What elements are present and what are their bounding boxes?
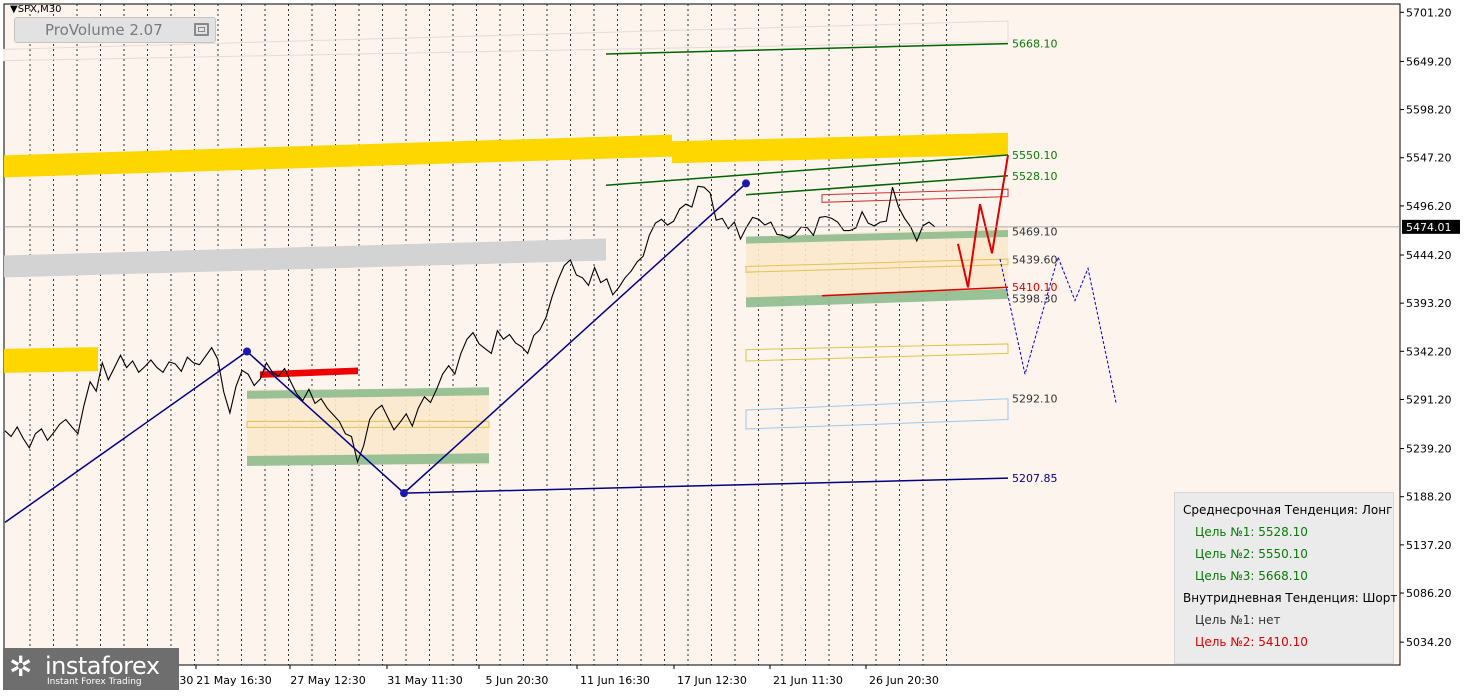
resistance-bar-red (260, 367, 358, 378)
intraday-trend: Внутридневная Тенденция: Шорт (1183, 591, 1398, 605)
provolume-badge[interactable]: ProVolume 2.07 (14, 17, 216, 43)
intraday-target-2: Цель №2: 5410.10 (1195, 635, 1308, 649)
window-restore-icon[interactable] (194, 23, 209, 36)
target-level-label: 5398.30 (1012, 292, 1058, 305)
projection-box-top (3, 20, 1009, 62)
zigzag-line (4, 182, 747, 524)
volume-zone-yellow (672, 132, 1008, 164)
range-band-green (247, 453, 489, 466)
y-tick-label: 5547.20 (1406, 152, 1452, 165)
x-tick-label: 17 Jun 12:30 (677, 674, 747, 687)
medium-term-trend: Среднесрочная Тенденция: Лонг (1183, 503, 1393, 517)
y-tick-label: 5393.20 (1406, 297, 1452, 310)
y-tick-label: 5649.20 (1406, 55, 1452, 68)
target-line (821, 286, 1009, 297)
symbol-text: SPX,M30 (17, 4, 62, 15)
provolume-label: ProVolume 2.07 (45, 21, 163, 39)
trend-info-panel: Среднесрочная Тенденция: Лонг Цель №1: 5… (1174, 492, 1398, 664)
target-level-label: 5410.10 (1012, 281, 1058, 294)
y-tick-label: 5137.20 (1406, 539, 1452, 552)
plot-frame (3, 3, 1401, 666)
y-tick-label: 5598.20 (1406, 104, 1452, 117)
target-level-label: 5439.60 (1012, 253, 1058, 266)
volume-zone-yellow (4, 134, 672, 178)
brand-tagline: Instant Forex Trading (47, 677, 142, 687)
target-level-label: 5550.10 (1012, 149, 1058, 162)
zigzag-pivot (243, 347, 251, 356)
zigzag-pivot (742, 179, 750, 188)
plot-background (4, 4, 1400, 665)
y-tick-label: 5188.20 (1406, 491, 1452, 504)
zigzag-pivot (400, 489, 408, 498)
projection-box-red (821, 188, 1009, 203)
current-price-label: 5474.01 (1406, 221, 1452, 234)
target-level-label: 5469.10 (1012, 225, 1058, 238)
volume-zone-yellow (4, 347, 98, 373)
target-line (605, 42, 1009, 55)
target-line (745, 175, 1009, 196)
y-tick-label: 5086.20 (1406, 587, 1452, 600)
forecast-blue (999, 255, 1117, 403)
medium-term-target-3: Цель №3: 5668.10 (1195, 569, 1308, 583)
medium-term-target-1: Цель №1: 5528.10 (1195, 525, 1308, 539)
x-tick-label: 5 Jun 20:30 (486, 674, 549, 687)
x-tick-label: 11 Jun 16:30 (580, 674, 650, 687)
price-line (4, 185, 936, 464)
target-level-label: 5668.10 (1012, 38, 1058, 51)
y-tick-label: 5291.20 (1406, 393, 1452, 406)
target-level-label: 5207.85 (1012, 472, 1058, 485)
medium-term-target-2: Цель №2: 5550.10 (1195, 547, 1308, 561)
y-tick-label: 5444.20 (1406, 249, 1452, 262)
brand-name: instaforex (45, 652, 160, 680)
y-tick-label: 5342.20 (1406, 345, 1452, 358)
range-band-green (247, 387, 489, 399)
range-band-green (746, 288, 1008, 308)
y-tick-label: 5701.20 (1406, 6, 1452, 19)
x-tick-label: 21 Jun 11:30 (773, 674, 843, 687)
intraday-target-1: Цель №1: нет (1195, 613, 1281, 627)
target-line (605, 154, 1009, 187)
forecast-red (957, 154, 1009, 288)
x-tick-label: 27 May 12:30 (290, 674, 365, 687)
y-tick-label: 5034.20 (1406, 636, 1452, 649)
target-level-label: 5528.10 (1012, 170, 1058, 183)
instaforex-logo: ✲ instaforex Instant Forex Trading (3, 648, 179, 690)
target-line (403, 477, 1009, 494)
target-level-label: 5292.10 (1012, 393, 1058, 406)
gear-logo-icon: ✲ (9, 650, 33, 683)
symbol-label: ▼SPX,M30 (10, 4, 62, 15)
x-tick-label: 31 May 11:30 (387, 674, 462, 687)
projection-box-blue (745, 398, 1009, 430)
range-mid-outline (745, 258, 1009, 273)
y-tick-label: 5239.20 (1406, 443, 1452, 456)
x-tick-label: 21 May 16:30 (196, 674, 271, 687)
current-price-tag (1402, 219, 1460, 234)
x-tick-label: 26 Jun 20:30 (869, 674, 939, 687)
volume-zone-gray (4, 238, 606, 278)
projection-box-yellow (745, 343, 1009, 362)
range-band-green (746, 230, 1008, 244)
y-tick-label: 5496.20 (1406, 200, 1452, 213)
